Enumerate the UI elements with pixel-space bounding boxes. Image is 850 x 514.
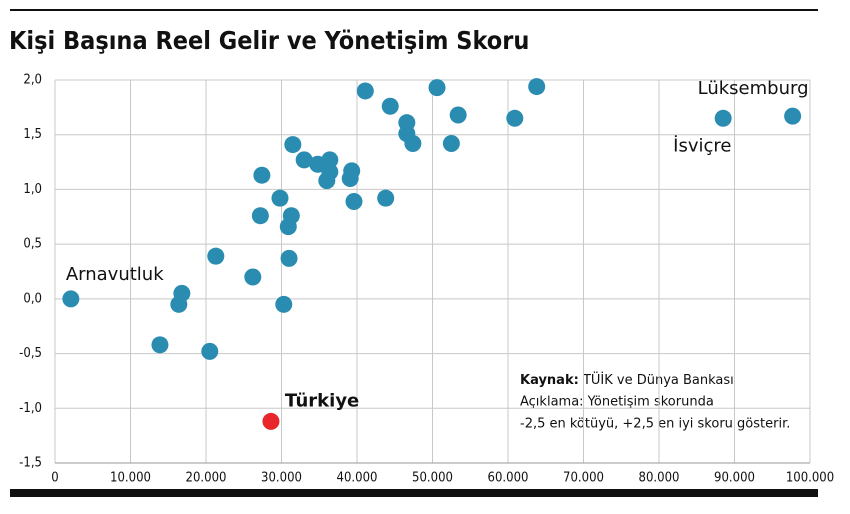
y-tick-label: -1,0 bbox=[19, 401, 42, 416]
y-tick-label: 1,5 bbox=[23, 127, 42, 142]
point bbox=[714, 109, 732, 127]
point-label: Türkiye bbox=[285, 390, 359, 411]
x-tick-label: 60.000 bbox=[488, 471, 529, 486]
x-tick-label: 0 bbox=[51, 471, 58, 486]
point bbox=[321, 151, 339, 169]
note: Açıklama: Yönetişim skorunda bbox=[520, 395, 714, 410]
x-tick-label: 70.000 bbox=[563, 471, 604, 486]
x-tick-label: 50.000 bbox=[412, 471, 453, 486]
point bbox=[345, 192, 363, 210]
point bbox=[151, 336, 169, 354]
note: -2,5 en kötüyü, +2,5 en iyi skoru göster… bbox=[520, 417, 790, 432]
point bbox=[381, 97, 399, 115]
x-tick-label: 10.000 bbox=[110, 471, 151, 486]
point bbox=[284, 136, 302, 154]
point bbox=[318, 172, 336, 190]
point bbox=[442, 134, 460, 152]
x-tick-label: 90.000 bbox=[714, 471, 755, 486]
point bbox=[251, 207, 269, 225]
chart-title: Kişi Başına Reel Gelir ve Yönetişim Skor… bbox=[9, 26, 529, 55]
y-tick-label: -0,5 bbox=[19, 346, 42, 361]
point bbox=[275, 295, 293, 313]
point bbox=[377, 189, 395, 207]
point bbox=[271, 189, 289, 207]
top-rule bbox=[10, 9, 818, 11]
y-tick-label: 0,5 bbox=[23, 237, 42, 252]
point bbox=[295, 151, 313, 169]
point bbox=[428, 79, 446, 97]
point bbox=[506, 109, 524, 127]
source-text: TÜİK ve Dünya Bankası bbox=[582, 371, 734, 388]
y-tick-label: 1,0 bbox=[23, 182, 42, 197]
point bbox=[282, 207, 300, 225]
point bbox=[244, 268, 262, 286]
point bbox=[262, 412, 280, 430]
point bbox=[404, 134, 422, 152]
point bbox=[784, 107, 802, 125]
point bbox=[201, 342, 219, 360]
point bbox=[356, 82, 374, 100]
point bbox=[170, 295, 188, 313]
point bbox=[449, 106, 467, 124]
x-tick-label: 80.000 bbox=[639, 471, 680, 486]
point bbox=[207, 247, 225, 265]
y-tick-label: 0,0 bbox=[23, 291, 42, 306]
y-tick-label: 2,0 bbox=[23, 73, 42, 88]
x-tick-label: 20.000 bbox=[186, 471, 227, 486]
source-label: Kaynak: bbox=[520, 373, 579, 388]
point bbox=[253, 166, 271, 184]
point-label: Arnavutluk bbox=[66, 264, 164, 285]
x-tick-label: 30.000 bbox=[261, 471, 302, 486]
point bbox=[280, 249, 298, 267]
source: Kaynak: TÜİK ve Dünya Bankası bbox=[520, 371, 734, 388]
point bbox=[62, 290, 80, 308]
point bbox=[528, 78, 546, 96]
point-label: İsviçre bbox=[673, 135, 731, 156]
y-tick-label: -1,5 bbox=[19, 456, 42, 471]
x-tick-label: 100.000 bbox=[786, 471, 834, 486]
point-label: Lüksemburg bbox=[698, 78, 809, 99]
bottom-rule bbox=[10, 489, 818, 497]
x-tick-label: 40.000 bbox=[337, 471, 378, 486]
point bbox=[343, 162, 361, 180]
